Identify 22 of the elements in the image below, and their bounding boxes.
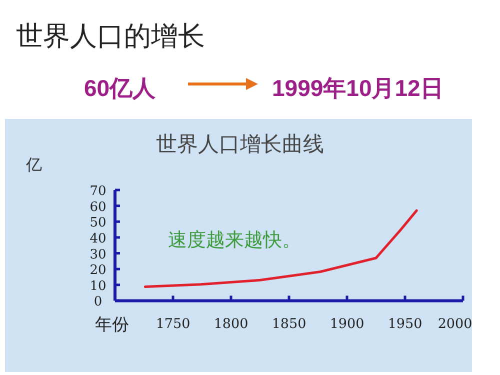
- x-tick-label: 1850: [272, 316, 306, 332]
- x-tick-label: 1750: [156, 316, 190, 332]
- x-axis-title: 年份: [95, 315, 129, 335]
- chart-subtitle: 世界人口增长曲线: [156, 132, 324, 156]
- y-tick-label: 50: [90, 216, 106, 231]
- chart-title: 世界人口的增长: [16, 21, 205, 52]
- text: 60亿人: [84, 75, 157, 101]
- annotation: 速度越来越快。: [168, 229, 301, 251]
- y-tick-label: 60: [90, 200, 106, 215]
- y-tick-label: 30: [90, 247, 106, 262]
- y-tick-label: 70: [90, 184, 106, 199]
- y-tick-label: 20: [90, 263, 106, 278]
- text: 1999年10月12日: [272, 75, 444, 101]
- x-tick-label: 1900: [330, 316, 364, 332]
- x-tick-label: 1950: [388, 316, 422, 332]
- y-tick-label: 40: [90, 231, 106, 246]
- y-tick-label: 10: [90, 278, 106, 294]
- y-axis-title: 亿: [25, 155, 42, 174]
- line-series: [144, 209, 418, 288]
- x-tick-label: 2000: [438, 316, 472, 332]
- y-tick-label: 0: [94, 294, 102, 310]
- x-tick-label: 1800: [214, 316, 248, 332]
